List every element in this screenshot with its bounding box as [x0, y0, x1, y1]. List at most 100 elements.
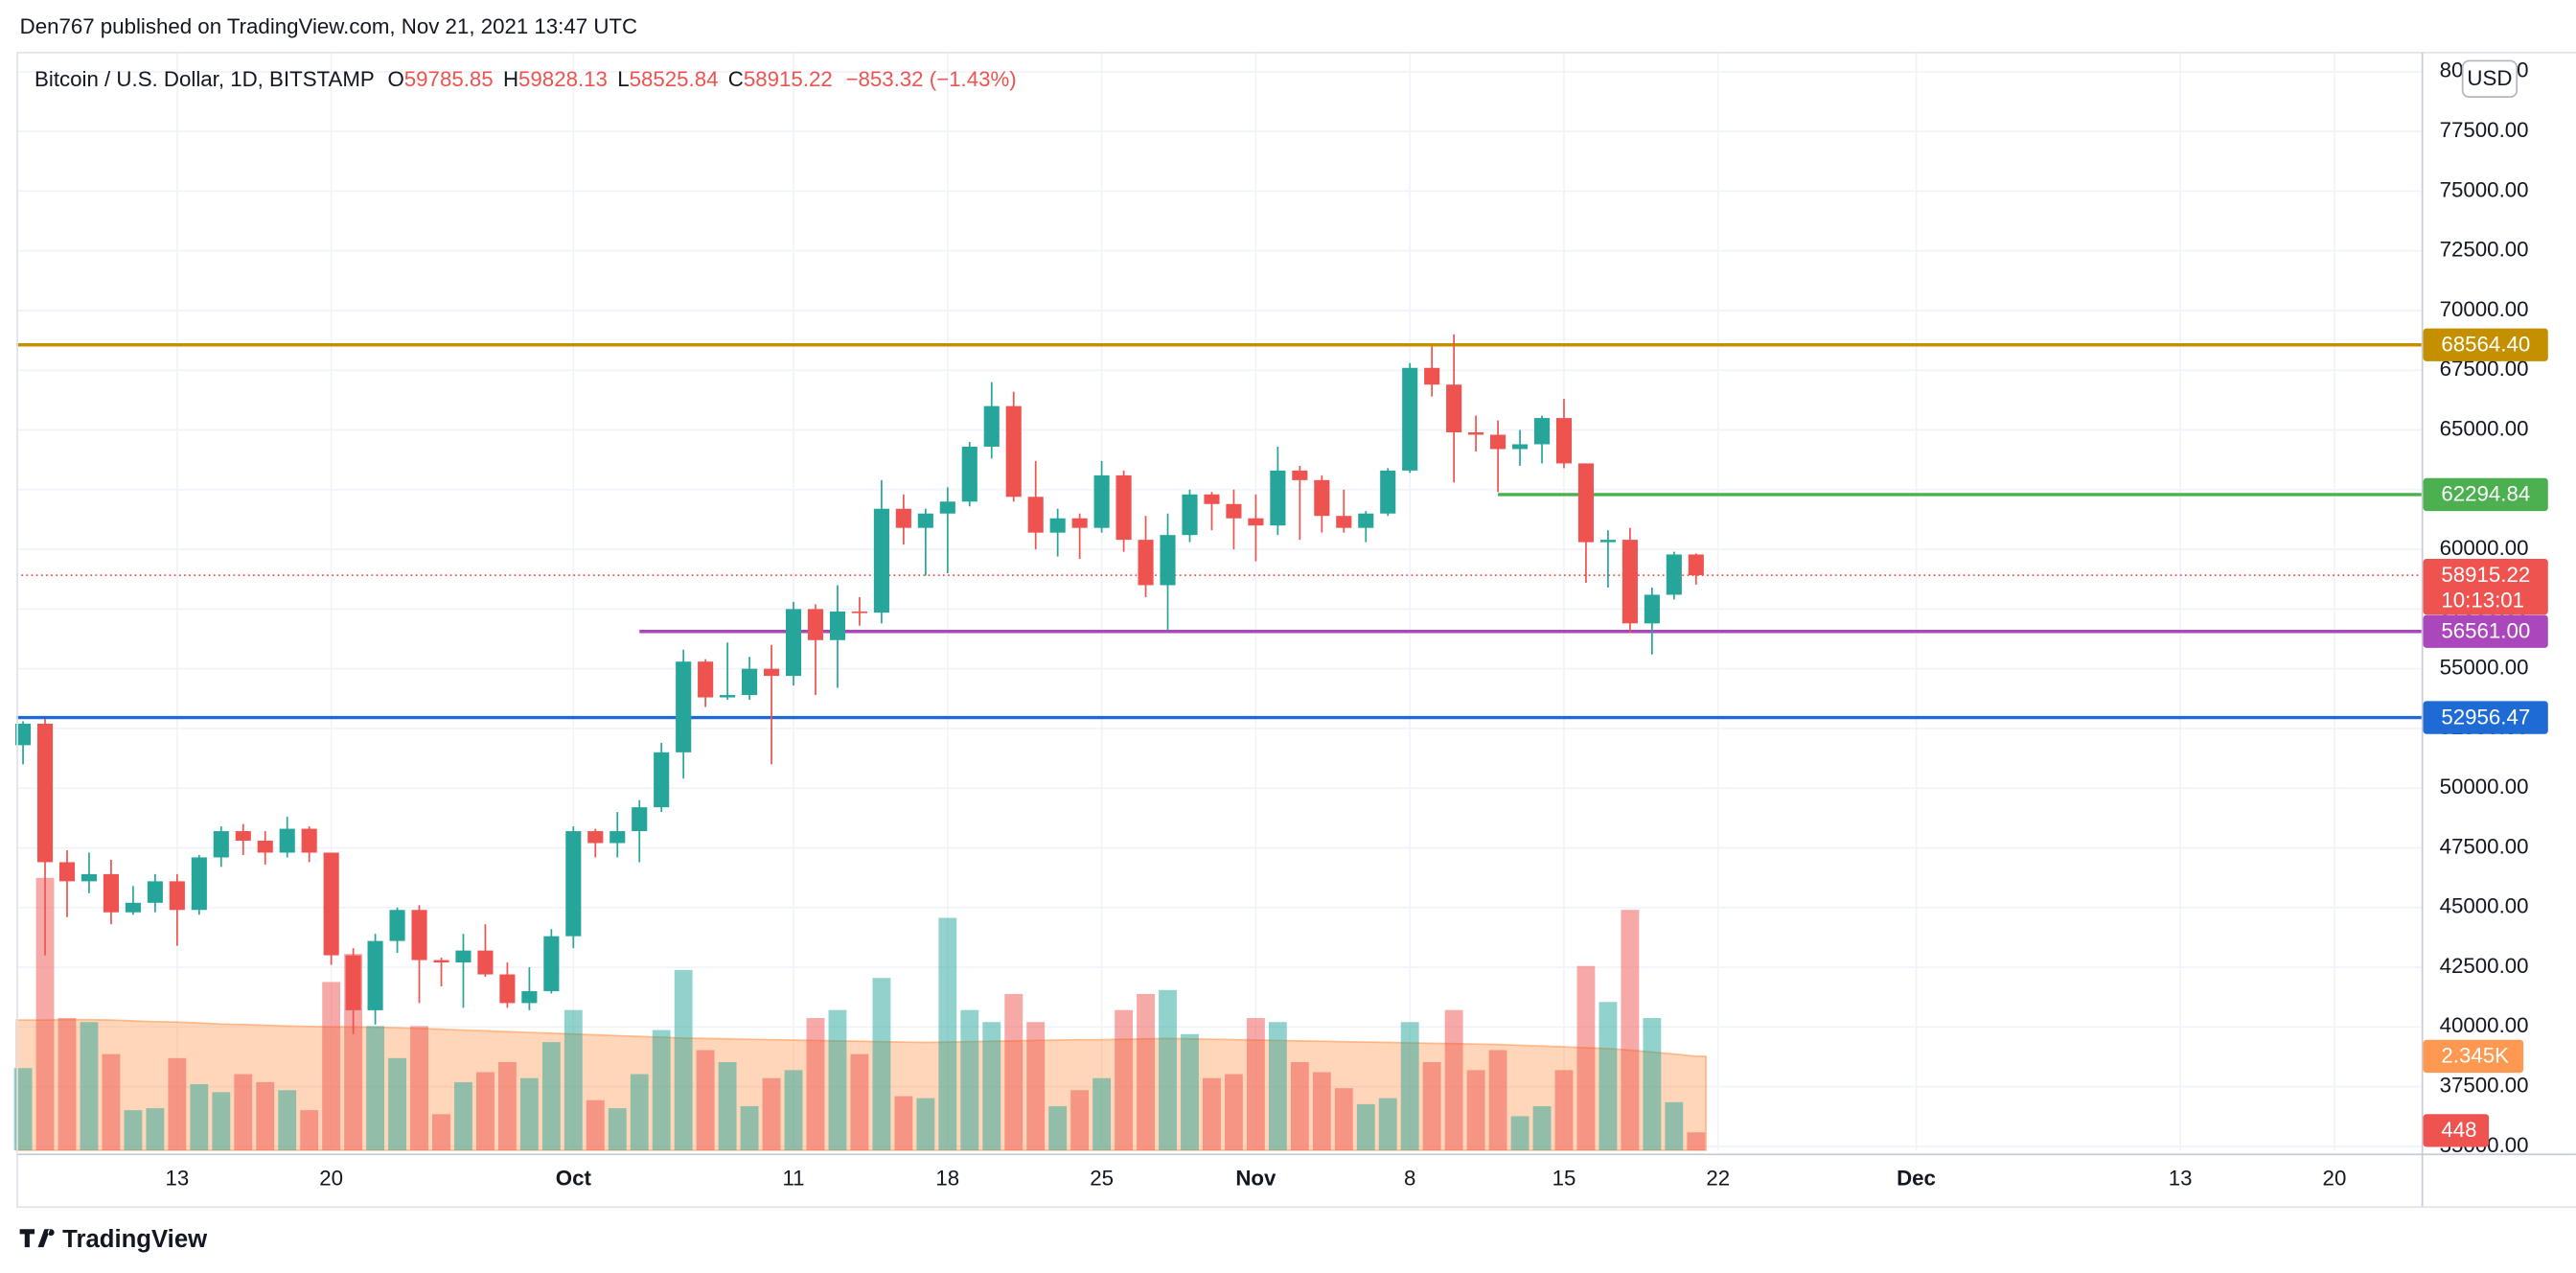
candle-body: [917, 513, 933, 528]
x-tick-label: Nov: [1235, 1167, 1276, 1191]
candle-body: [1204, 494, 1220, 504]
candle-body: [1622, 540, 1638, 624]
candle-body: [1599, 540, 1616, 543]
x-tick-label: 18: [935, 1167, 959, 1191]
level-label-box: [2423, 477, 2548, 512]
y-tick-label: 72500.00: [2440, 238, 2529, 262]
candle-body: [873, 508, 889, 613]
volume-bar: [806, 1018, 825, 1150]
candle-body: [785, 609, 802, 677]
volume-bar: [1510, 1116, 1530, 1150]
candle-body: [1555, 418, 1573, 464]
volume-bar: [80, 1022, 99, 1150]
volume-bar: [916, 1098, 935, 1150]
candle-body: [1468, 432, 1484, 435]
y-tick-label: 75000.00: [2440, 177, 2529, 201]
currency-button[interactable]: [2461, 59, 2518, 98]
candle-body: [1577, 463, 1595, 543]
volume-bar: [1092, 1077, 1112, 1150]
volume-bar: [366, 1026, 385, 1150]
x-tick-label: 22: [1706, 1167, 1730, 1191]
candle-body: [1160, 535, 1176, 586]
x-tick-label: 20: [2323, 1167, 2347, 1191]
volume-bar: [322, 982, 341, 1150]
candle-body: [15, 723, 32, 746]
volume-bar: [1004, 993, 1024, 1150]
candle-body: [742, 668, 758, 696]
candle-body: [213, 831, 229, 858]
volume-bar: [432, 1114, 450, 1150]
candle-body: [698, 661, 714, 698]
legend-open: 59785.85: [404, 67, 494, 91]
levels: [16, 343, 2422, 720]
y-tick-label: 65000.00: [2440, 416, 2529, 440]
candle-body: [103, 873, 119, 913]
candle-body: [565, 831, 582, 937]
volume-bar: [762, 1077, 781, 1150]
x-tick-label: Oct: [556, 1167, 592, 1191]
candles: [15, 334, 1704, 1034]
candle-body: [1292, 470, 1308, 480]
candle-body: [235, 831, 251, 842]
candle-body: [521, 990, 538, 1004]
candle-body: [1027, 497, 1044, 533]
volume-ma-box: [2423, 1039, 2524, 1074]
candle-body: [80, 873, 98, 882]
volume-bar: [850, 1053, 869, 1150]
candle-body: [125, 902, 141, 913]
candle-body: [1511, 444, 1529, 450]
volume-bar: [894, 1096, 913, 1150]
y-tick-label: 47500.00: [2440, 834, 2529, 858]
brand-name: TradingView: [62, 1226, 208, 1253]
volume-bar: [1621, 910, 1640, 1150]
level-label-box: [2423, 701, 2548, 734]
candle-body: [720, 695, 736, 698]
currency-label[interactable]: USD: [2467, 66, 2512, 90]
volume-bar: [1225, 1074, 1243, 1150]
candle-body: [455, 950, 472, 963]
x-tick-label: 20: [319, 1167, 343, 1191]
candle-body: [1005, 405, 1022, 498]
candle-body: [1424, 367, 1440, 385]
candle-body: [983, 405, 1000, 447]
volume-bar: [674, 969, 693, 1150]
candle-body: [610, 831, 626, 844]
candle-body: [654, 752, 670, 808]
volume-bar: [212, 1092, 231, 1150]
legend-high: 59828.13: [518, 67, 608, 91]
candle-body: [1138, 540, 1154, 586]
volume-bar: [1048, 1105, 1068, 1150]
volume-bar: [497, 1062, 517, 1150]
volume-ma-label: 2.345K: [2441, 1044, 2509, 1068]
volume-bar: [872, 978, 891, 1150]
x-tick-label: Dec: [1897, 1167, 1936, 1191]
volume-bar: [1181, 1033, 1199, 1150]
candle-body: [1093, 474, 1110, 528]
y-tick-label: 40000.00: [2440, 1013, 2529, 1037]
level-label-box: [2423, 328, 2548, 361]
volume-bar: [541, 1042, 561, 1150]
candle-body: [676, 661, 692, 752]
candle-body: [477, 950, 494, 975]
volume-bar: [1554, 1070, 1574, 1150]
volume-last-label: 448: [2441, 1118, 2476, 1142]
candle-body: [389, 910, 405, 941]
y-tick-label: 55000.00: [2440, 656, 2529, 680]
candle-body: [961, 446, 978, 502]
y-tick-label: 37500.00: [2440, 1073, 2529, 1097]
legend-h: H: [503, 67, 518, 91]
last-price-label: 58915.22: [2441, 563, 2530, 587]
candle-body: [257, 841, 273, 853]
candle-body: [1182, 494, 1198, 536]
volume-bar: [1159, 989, 1177, 1150]
candle-body: [345, 955, 361, 1010]
volume-bar: [1290, 1062, 1309, 1150]
candle-body: [1644, 594, 1660, 624]
volume-bar: [1687, 1132, 1706, 1150]
candle-body: [36, 723, 54, 863]
x-tick-label: 8: [1404, 1167, 1415, 1191]
volume-bar: [608, 1108, 627, 1150]
candle-body: [191, 857, 207, 911]
candle-body: [147, 881, 163, 903]
